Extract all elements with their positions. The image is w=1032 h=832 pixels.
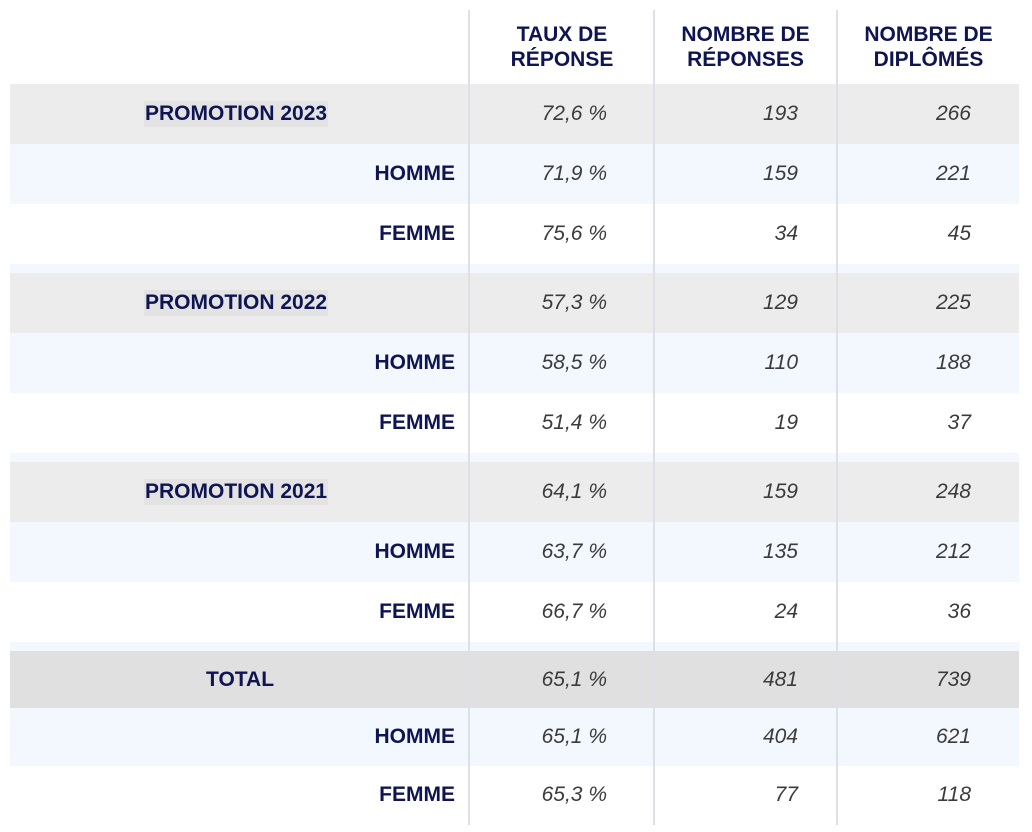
response-rate-cell: 65,3 % xyxy=(541,782,607,806)
table-row-total: TOTAL 65,1 % 481 739 xyxy=(10,651,1019,708)
response-count-cell: 24 xyxy=(774,600,798,623)
table-row-promotion-2023: PROMOTION 2023 72,6 % 193 266 xyxy=(10,84,1019,144)
row-label: HOMME xyxy=(374,725,456,748)
graduate-count-cell: 739 xyxy=(935,667,971,691)
graduate-count-cell: 212 xyxy=(935,540,971,563)
row-label: PROMOTION 2021 xyxy=(144,479,329,505)
response-count-cell: 404 xyxy=(762,725,798,748)
response-rate-cell: 65,1 % xyxy=(541,725,607,748)
response-count-cell: 34 xyxy=(774,222,798,245)
column-divider xyxy=(468,10,470,825)
response-count-cell: 129 xyxy=(762,291,798,314)
response-count-cell: 159 xyxy=(762,162,798,185)
graduate-count-cell: 118 xyxy=(937,782,971,806)
graduate-count-cell: 36 xyxy=(947,600,971,623)
table-row-female: FEMME 65,3 % 77 118 xyxy=(10,766,1019,823)
row-label: PROMOTION 2023 xyxy=(144,101,329,127)
column-divider xyxy=(653,10,655,825)
response-rate-cell: 66,7 % xyxy=(541,600,607,623)
group-separator xyxy=(10,453,1019,462)
table-row-male: HOMME 63,7 % 135 212 xyxy=(10,522,1019,582)
graduate-count-cell: 45 xyxy=(947,222,971,245)
response-count-cell: 193 xyxy=(762,102,798,125)
response-rate-cell: 64,1 % xyxy=(541,480,607,503)
table-row-male: HOMME 71,9 % 159 221 xyxy=(10,144,1019,204)
graduate-count-cell: 221 xyxy=(935,162,971,185)
column-divider xyxy=(836,10,838,825)
row-label: FEMME xyxy=(379,411,455,434)
row-label: PROMOTION 2022 xyxy=(144,290,329,316)
graduate-count-cell: 188 xyxy=(935,351,971,374)
response-rate-cell: 65,1 % xyxy=(541,667,607,691)
response-count-cell: 110 xyxy=(764,351,798,374)
row-label: FEMME xyxy=(379,222,455,245)
table-row-promotion-2021: PROMOTION 2021 64,1 % 159 248 xyxy=(10,462,1019,522)
row-label: HOMME xyxy=(374,351,456,374)
column-header-response-rate: TAUX DE RÉPONSE xyxy=(510,23,614,71)
column-header-graduate-count: NOMBRE DE DIPLÔMÉS xyxy=(864,23,993,71)
response-count-cell: 481 xyxy=(762,667,798,691)
table-row-female: FEMME 66,7 % 24 36 xyxy=(10,582,1019,642)
row-label: TOTAL xyxy=(206,667,275,691)
response-count-cell: 19 xyxy=(774,411,798,434)
group-separator xyxy=(10,642,1019,651)
table-row-promotion-2022: PROMOTION 2022 57,3 % 129 225 xyxy=(10,273,1019,333)
response-rate-cell: 51,4 % xyxy=(541,411,607,434)
response-rate-cell: 72,6 % xyxy=(541,102,607,125)
graduate-count-cell: 266 xyxy=(935,102,971,125)
table-header: TAUX DE RÉPONSE NOMBRE DE RÉPONSES NOMBR… xyxy=(0,0,1032,82)
graduate-count-cell: 225 xyxy=(935,291,971,314)
response-count-cell: 77 xyxy=(774,782,798,806)
graduate-count-cell: 621 xyxy=(935,725,971,748)
table-row-male: HOMME 58,5 % 110 188 xyxy=(10,333,1019,393)
table-row-female: FEMME 75,6 % 34 45 xyxy=(10,204,1019,264)
response-rate-cell: 71,9 % xyxy=(541,162,607,185)
column-header-response-count: NOMBRE DE RÉPONSES xyxy=(681,23,810,71)
response-count-cell: 135 xyxy=(762,540,798,563)
group-separator xyxy=(10,264,1019,273)
graduate-count-cell: 248 xyxy=(935,480,971,503)
response-count-cell: 159 xyxy=(762,480,798,503)
row-label: HOMME xyxy=(374,162,456,185)
response-rate-cell: 75,6 % xyxy=(541,222,607,245)
response-rate-cell: 58,5 % xyxy=(541,351,607,374)
table-row-male: HOMME 65,1 % 404 621 xyxy=(10,708,1019,766)
row-label: HOMME xyxy=(374,540,456,563)
row-label: FEMME xyxy=(379,600,455,623)
graduate-count-cell: 37 xyxy=(947,411,971,434)
table-row-female: FEMME 51,4 % 19 37 xyxy=(10,393,1019,453)
row-label: FEMME xyxy=(379,782,455,806)
response-rate-cell: 63,7 % xyxy=(541,540,607,563)
response-rate-cell: 57,3 % xyxy=(541,291,607,314)
